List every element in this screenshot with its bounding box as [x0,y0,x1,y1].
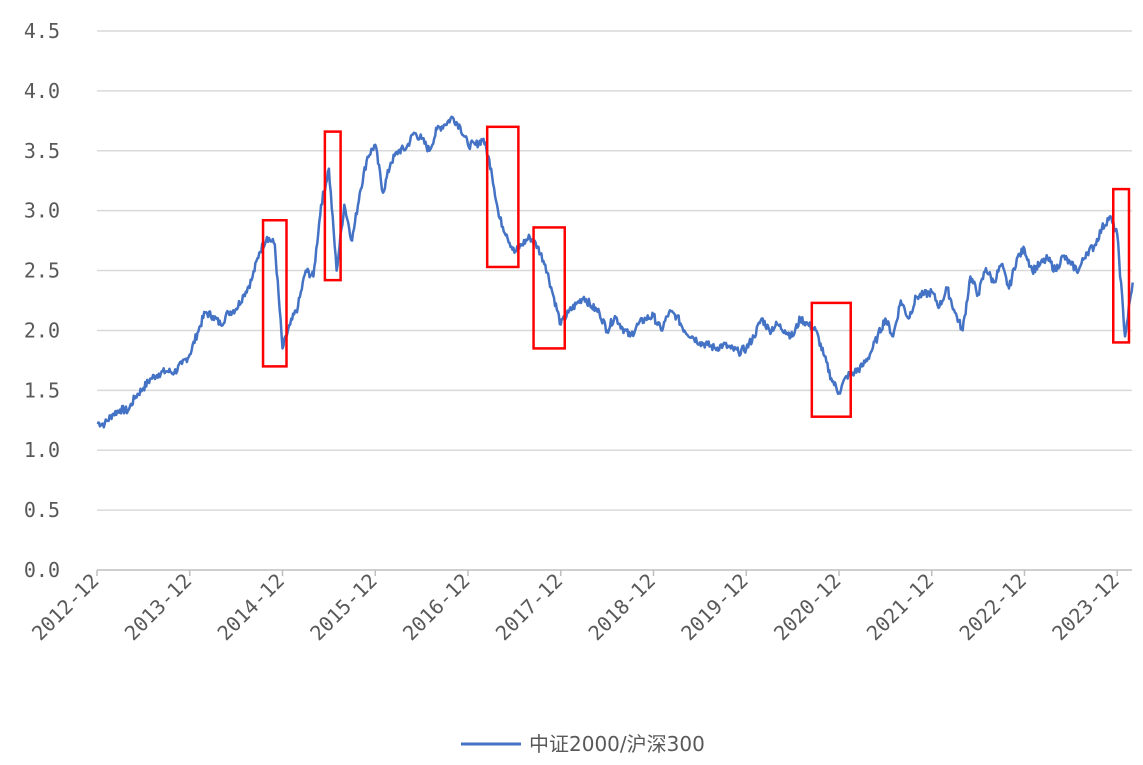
highlight-box-1 [261,218,288,368]
y-tick-label: 1.5 [24,378,60,402]
highlight-box-4 [532,226,566,350]
series-layer [96,115,1134,429]
x-tick-label: 2022-12 [954,569,1031,646]
y-tick-label: 3.0 [24,199,60,223]
y-tick-label: 0.5 [24,498,60,522]
gridlines [97,30,1132,511]
y-tick-label: 0.0 [24,558,60,582]
legend-label: 中证2000/沪深300 [529,732,705,756]
x-tick-label: 2015-12 [305,569,382,646]
x-tick-label: 2019-12 [676,569,753,646]
x-tick-label: 2023-12 [1047,569,1124,646]
x-tick-label: 2018-12 [583,569,660,646]
highlight-box-6 [1112,187,1131,344]
x-tick-label: 2013-12 [120,569,197,646]
series-line [96,115,1134,429]
highlight-box-2 [323,130,342,282]
y-tick-label: 1.0 [24,438,60,462]
x-tick-label: 2017-12 [491,569,568,646]
x-tick-label: 2014-12 [212,569,289,646]
y-axis-ticks: 0.0 0.5 1.0 1.5 2.0 2.5 3.0 3.5 4.0 4.5 [24,19,60,582]
x-axis: 2012-12 2013-12 2014-12 2015-12 2016-12 2017-… [27,569,1132,646]
x-tick-label: 2021-12 [862,569,939,646]
x-tick-label: 2020-12 [769,569,846,646]
y-tick-label: 4.0 [24,79,60,103]
highlight-boxes [261,125,1131,418]
x-tick-label: 2016-12 [398,569,475,646]
y-tick-label: 2.5 [24,259,60,283]
legend: 中证2000/沪深300 [461,732,705,756]
y-tick-label: 3.5 [24,139,60,163]
y-tick-label: 4.5 [24,19,60,43]
highlight-box-5 [810,301,852,418]
y-tick-label: 2.0 [24,318,60,342]
highlight-box-3 [485,125,520,269]
